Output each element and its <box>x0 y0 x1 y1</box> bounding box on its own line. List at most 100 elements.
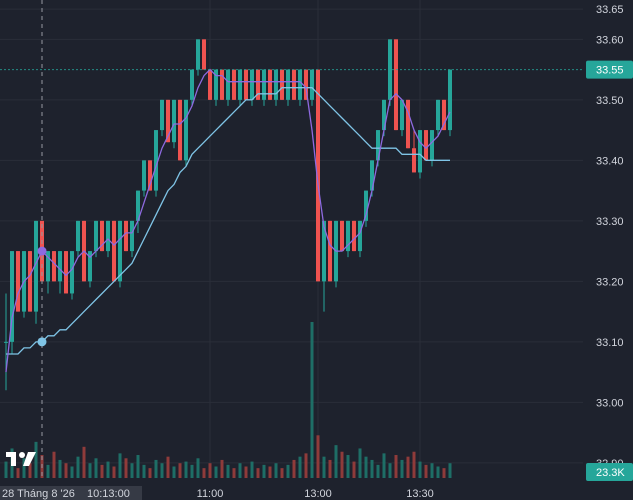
crosshair <box>0 0 583 478</box>
candle-body <box>250 69 254 100</box>
volume-bar <box>106 461 110 478</box>
volume-bar <box>286 464 290 478</box>
candle-body <box>424 130 428 161</box>
time-axis-bg <box>0 486 633 500</box>
candle-body <box>142 160 146 191</box>
volume-bar <box>370 459 374 478</box>
volume-bar <box>208 463 212 478</box>
candle-body <box>382 99 386 131</box>
candle-body <box>88 251 92 282</box>
candle-body <box>304 69 308 100</box>
volume-bar <box>202 468 206 478</box>
x-tick-label: 13:00 <box>304 488 332 500</box>
volume-bar <box>304 453 308 478</box>
volume-bar <box>412 451 416 478</box>
volume-bar <box>436 466 440 478</box>
candle-body <box>394 39 398 131</box>
volume-bar <box>100 464 104 478</box>
candle-body <box>238 69 242 100</box>
tradingview-logo <box>6 452 36 466</box>
candle-body <box>232 69 236 100</box>
candle-body <box>64 251 68 294</box>
candle-body <box>412 148 416 173</box>
candle-body <box>196 39 200 70</box>
volume-bar <box>58 459 62 478</box>
last-price-value: 33.55 <box>596 65 624 77</box>
volume-bar <box>52 451 56 478</box>
volume-bar <box>298 456 302 478</box>
price-axis[interactable]: 33.65 33.60 33.50 33.40 33.30 33.20 33.10 33.00… <box>586 4 633 481</box>
volume-bar <box>430 463 434 478</box>
volume-bar <box>244 466 248 478</box>
candle-body <box>178 99 182 161</box>
volume-bar <box>46 464 50 478</box>
volume-badge: 23.3K <box>586 463 633 481</box>
volume-bars <box>4 322 452 478</box>
candle-body <box>112 220 116 282</box>
volume-bar <box>136 455 140 478</box>
volume-bar <box>196 458 200 478</box>
volume-bar <box>226 464 230 478</box>
candle-body <box>286 69 290 100</box>
candle-body <box>100 220 104 252</box>
volume-bar <box>232 468 236 478</box>
volume-bar <box>220 459 224 478</box>
candle-body <box>430 130 434 161</box>
volume-bar <box>334 445 338 478</box>
volume-bar <box>310 322 314 478</box>
volume-bar <box>22 458 26 478</box>
crosshair-time-label: 10:13:00 <box>87 488 130 500</box>
candle-body <box>10 251 14 342</box>
volume-bar <box>424 464 428 478</box>
volume-bar <box>124 458 128 478</box>
volume-bar <box>274 463 278 478</box>
volume-bar <box>76 456 80 478</box>
candle-body <box>172 99 176 143</box>
candle-body <box>16 251 20 312</box>
candle-body <box>130 220 134 252</box>
candle-body <box>214 69 218 100</box>
volume-badge-bg <box>586 463 633 481</box>
volume-bar <box>94 458 98 478</box>
candle-body <box>400 99 404 131</box>
time-axis[interactable]: 11:00 13:00 13:30 28 Tháng 8 '26 10:13:00 <box>0 486 633 500</box>
volume-bar <box>118 453 122 478</box>
volume-bar <box>238 463 242 478</box>
volume-bar <box>448 463 452 478</box>
candle-body <box>202 39 206 70</box>
volume-bar <box>322 456 326 478</box>
candle-body <box>28 251 32 312</box>
crosshair-time-badge-bg <box>0 486 142 500</box>
candle-body <box>46 251 50 282</box>
volume-bar <box>400 459 404 478</box>
volume-bar <box>394 455 398 478</box>
candle-body <box>298 69 302 100</box>
candle-body <box>70 251 74 294</box>
x-tick-label: 13:30 <box>406 488 434 500</box>
candle-body <box>418 130 422 173</box>
candle-body <box>136 190 140 221</box>
ma-slow-line <box>6 87 450 355</box>
candle-body <box>346 220 350 252</box>
volume-bar <box>184 461 188 478</box>
candle-body <box>376 130 380 161</box>
candle-body <box>322 220 326 282</box>
candle-body <box>220 69 224 100</box>
volume-bar <box>130 463 134 478</box>
crosshair-ma-fast-dot <box>37 246 47 256</box>
volume-bar <box>88 463 92 478</box>
volume-bar <box>112 466 116 478</box>
candle-body <box>118 220 122 282</box>
candle-body <box>244 69 248 100</box>
candle-body <box>316 69 320 282</box>
candle-body <box>52 251 56 282</box>
volume-bar <box>28 463 32 478</box>
candle-body <box>436 99 440 131</box>
candle-body <box>358 220 362 252</box>
volume-bar <box>376 464 380 478</box>
candle-body <box>364 190 368 221</box>
volume-bar <box>340 451 344 478</box>
volume-bar <box>250 461 254 478</box>
